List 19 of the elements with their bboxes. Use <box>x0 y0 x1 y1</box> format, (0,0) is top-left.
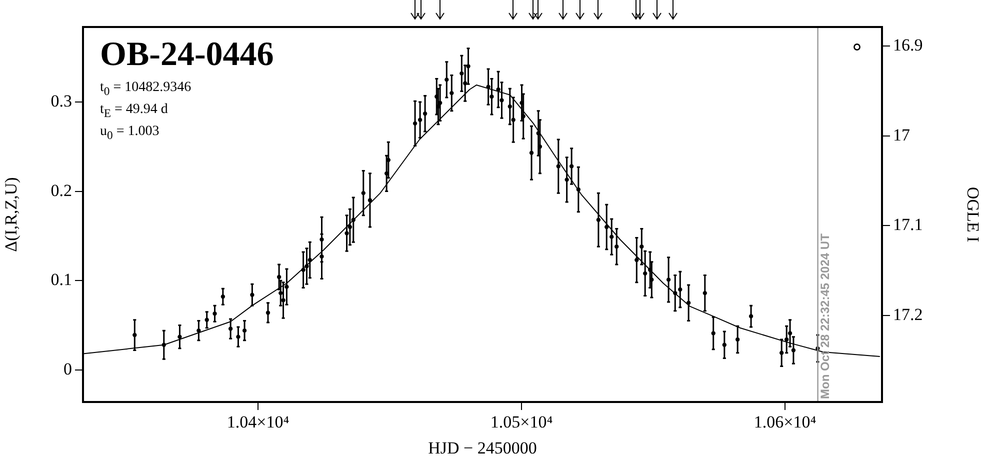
x-tick-label: 1.05×10⁴ <box>490 412 553 432</box>
x-tick-label: 1.06×10⁴ <box>754 412 816 432</box>
annotation: t$_{0}$ = 10482.9346 <box>100 80 192 98</box>
y2-tick-label: 17.1 <box>893 215 923 234</box>
y2-tick-label: 16.9 <box>893 35 923 54</box>
y2-axis-title: OGLE I <box>963 186 982 242</box>
y2-tick-label: 17 <box>893 125 910 144</box>
annotation: t$_{E}$ = 49.94 d <box>100 102 168 120</box>
x-tick-label: 1.04×10⁴ <box>226 412 290 432</box>
x-axis-title: HJD − 2450000 <box>428 438 537 458</box>
annotation: Mon Oct 28 22:32:45 2024 UT <box>818 232 832 399</box>
y-tick-label: 0.1 <box>50 270 72 290</box>
chart-title: OB-24-0446 <box>100 36 274 74</box>
y-tick-label: 0 <box>64 359 72 378</box>
y-tick-label: 0.2 <box>50 180 72 200</box>
y-axis-title: Δ(I,R,Z,U) <box>2 177 21 252</box>
y-tick-label: 0.3 <box>50 91 72 110</box>
y2-tick-label: 17.2 <box>893 305 923 324</box>
annotation: u$_{0}$ = 1.003 <box>100 124 160 142</box>
